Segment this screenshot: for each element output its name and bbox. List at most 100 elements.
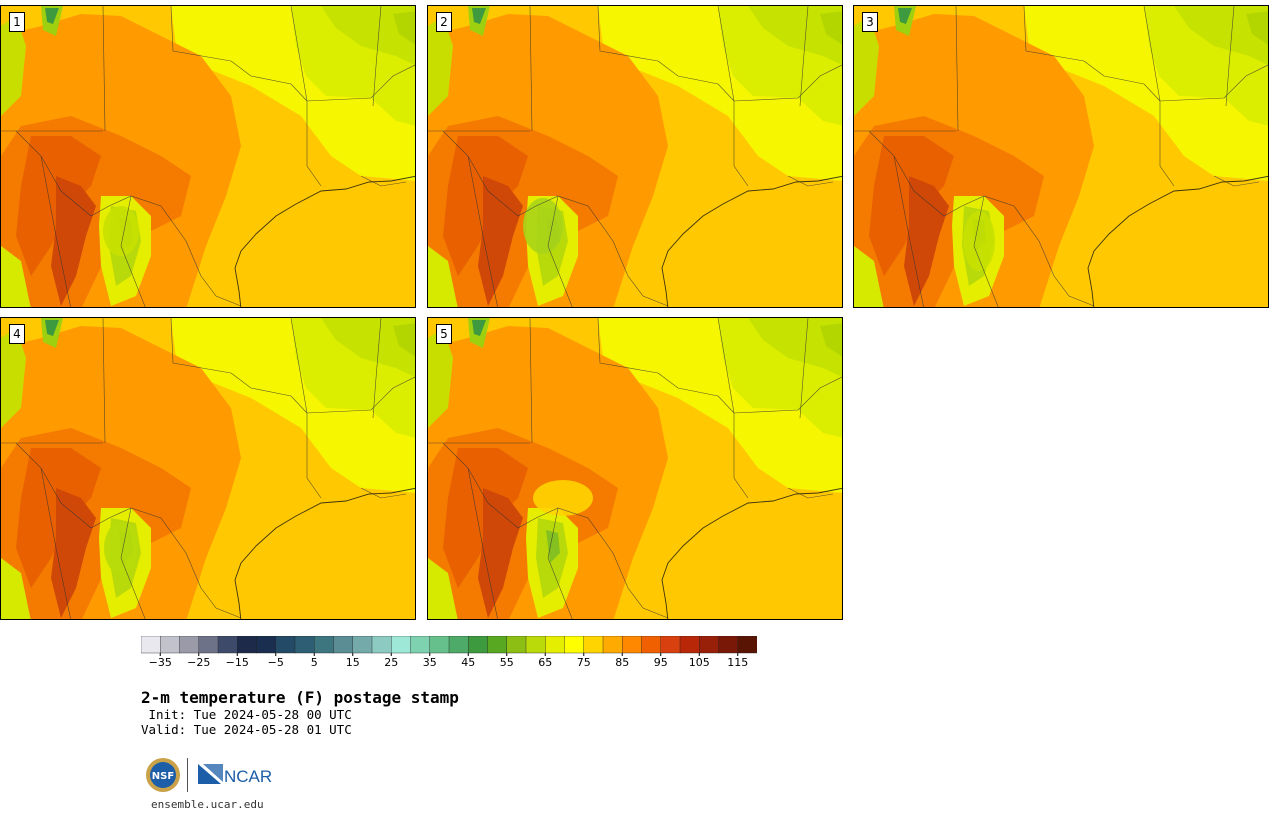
- border-line: [120, 507, 146, 619]
- member-number-label: 2: [436, 12, 452, 32]
- border-line: [799, 318, 809, 419]
- field-50s: [748, 6, 842, 66]
- colorbar-swatch: [660, 636, 681, 654]
- border-line: [955, 6, 959, 132]
- colorbar-swatch: [699, 636, 720, 654]
- political-borders: [1, 318, 415, 619]
- border-line: [1225, 6, 1235, 107]
- colorbar-tick-label: 85: [615, 656, 630, 669]
- colorbar-swatch: [179, 636, 200, 654]
- coastline: [234, 175, 415, 307]
- coastline: [1087, 175, 1268, 307]
- border-line: [1159, 64, 1268, 102]
- member-number-label: 4: [9, 324, 25, 344]
- temperature-field: [428, 318, 842, 619]
- border-line: [657, 372, 735, 414]
- field-50s-ne: [393, 11, 415, 45]
- border-line: [230, 60, 308, 102]
- temperature-field: [854, 6, 1268, 307]
- field-115s: [904, 176, 949, 306]
- colorbar-swatch: [564, 636, 585, 654]
- ensemble-member-map-4: 4: [0, 317, 416, 620]
- border-line: [467, 467, 498, 619]
- colorbar-swatch: [545, 636, 566, 654]
- ncar-logo: NCAR: [198, 764, 272, 786]
- border-line: [360, 487, 407, 499]
- temperature-map: [428, 6, 842, 307]
- border-line: [893, 155, 924, 307]
- coastline: [661, 175, 842, 307]
- field-50s: [321, 318, 415, 378]
- colorbar-swatch: [468, 636, 489, 654]
- temperature-map: [854, 6, 1268, 307]
- border-line: [717, 6, 749, 187]
- field-50s-ne: [1246, 11, 1268, 45]
- colorbar-swatch: [487, 636, 508, 654]
- border-line: [597, 318, 659, 374]
- border-line: [360, 175, 407, 187]
- border-line: [306, 376, 415, 414]
- border-line: [40, 467, 71, 619]
- border-line: [306, 64, 415, 102]
- colorbar-tick-label: −15: [225, 656, 249, 669]
- figure-title: 2-m temperature (F) postage stamp: [141, 688, 459, 707]
- field-70s-sw: [428, 246, 458, 307]
- field-115s: [478, 488, 523, 618]
- border-line: [1143, 6, 1175, 187]
- colorbar-tick-label: 35: [422, 656, 437, 669]
- border-line: [733, 376, 842, 414]
- field-45s-peak: [45, 8, 59, 24]
- field-70s-sw: [1, 246, 31, 307]
- field-55s-mtn: [546, 530, 560, 563]
- field-50s: [748, 318, 842, 378]
- temperature-map: [1, 6, 415, 307]
- border-line: [547, 195, 573, 307]
- temperature-field: [1, 318, 415, 619]
- colorbar-tick-label: 95: [653, 656, 668, 669]
- temperature-field: [1, 6, 415, 307]
- political-borders: [1, 6, 415, 307]
- temperature-field: [428, 6, 842, 307]
- gulf-of-mexico: [241, 181, 415, 307]
- colorbar-swatch: [160, 636, 181, 654]
- colorbar-swatch: [256, 636, 277, 654]
- political-borders: [428, 318, 842, 619]
- border-line: [733, 64, 842, 102]
- colorbar-swatch: [737, 636, 757, 654]
- field-50s-ne: [820, 323, 842, 357]
- political-borders: [428, 6, 842, 307]
- border-line: [290, 318, 322, 499]
- border-line: [529, 318, 533, 444]
- colorbar-swatch: [429, 636, 450, 654]
- colorbar-swatch: [371, 636, 392, 654]
- colorbar-tick-label: 15: [345, 656, 360, 669]
- gulf-of-mexico: [668, 181, 842, 307]
- border-line: [1213, 175, 1260, 187]
- member-number-label: 5: [436, 324, 452, 344]
- border-line: [467, 155, 498, 307]
- ensemble-member-map-1: 1: [0, 5, 416, 308]
- colorbar-swatch: [602, 636, 623, 654]
- border-line: [120, 195, 146, 307]
- ensemble-member-map-5: 5: [427, 317, 843, 620]
- colorbar-tick-label: 115: [727, 656, 749, 669]
- ensemble-member-map-3: 3: [853, 5, 1269, 308]
- border-line: [372, 318, 382, 419]
- field-60s-west: [1, 16, 26, 116]
- border-line: [102, 6, 106, 132]
- colorbar-tick-label: 55: [499, 656, 514, 669]
- cool-anomaly: [103, 206, 139, 256]
- border-line: [787, 487, 834, 499]
- border-line: [547, 507, 573, 619]
- member-number-label: 1: [9, 12, 25, 32]
- border-line: [529, 6, 533, 132]
- gulf-of-mexico: [668, 493, 842, 619]
- cool-anomaly: [963, 211, 995, 271]
- colorbar-swatch: [525, 636, 546, 654]
- political-borders: [854, 6, 1268, 307]
- border-line: [102, 318, 106, 444]
- border-line: [787, 175, 834, 187]
- field-70s-sw: [428, 558, 458, 619]
- field-60s-west: [428, 16, 453, 116]
- colorbar-swatch: [217, 636, 238, 654]
